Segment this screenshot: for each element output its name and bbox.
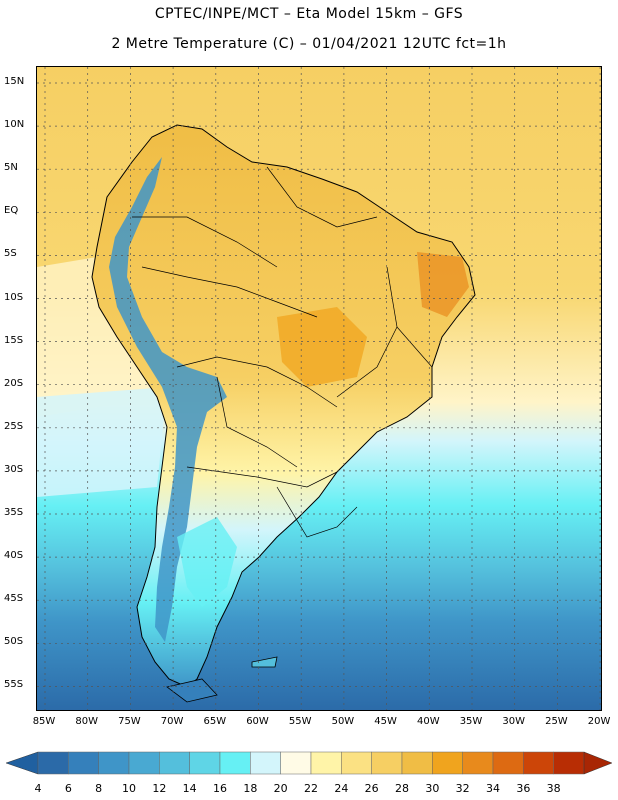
legend-high-arrow	[583, 751, 613, 775]
longitude-label: 25W	[545, 716, 568, 727]
legend-value-label: 36	[516, 782, 531, 795]
longitude-label: 55W	[288, 716, 312, 727]
legend-value-label: 12	[152, 782, 167, 795]
legend-swatch	[553, 751, 585, 775]
legend-swatch	[189, 751, 221, 775]
legend-value-label: 24	[334, 782, 349, 795]
latitude-label: 5N	[4, 162, 18, 174]
graticule	[37, 67, 601, 710]
latitude-label: 45S	[4, 593, 24, 605]
legend-value-label: 34	[486, 782, 500, 795]
longitude-label: 80W	[75, 716, 98, 727]
longitude-label: 40W	[416, 716, 440, 727]
longitude-label: 85W	[32, 716, 56, 727]
legend-value-label: 28	[395, 782, 409, 795]
andes-cold-band	[109, 157, 227, 642]
legend-swatch	[492, 751, 524, 775]
latitude-label: 15S	[4, 334, 24, 346]
legend-value-label: 22	[304, 782, 318, 795]
legend-swatch	[98, 751, 130, 775]
legend-value-label: 18	[243, 782, 258, 795]
legend-swatch	[401, 751, 433, 775]
legend-swatch	[341, 751, 372, 775]
latitude-label: 50S	[4, 636, 24, 648]
latitude-label: 55S	[4, 679, 24, 691]
warm-interior	[277, 307, 367, 387]
latitude-label: 35S	[4, 507, 24, 518]
legend-value-label: 26	[364, 782, 379, 795]
legend-value-label: 38	[546, 782, 561, 795]
legend-swatch	[159, 751, 190, 775]
legend-swatch	[310, 751, 342, 775]
legend-swatch	[128, 751, 160, 775]
legend-swatch	[219, 751, 251, 775]
latitude-label: 15N	[4, 76, 25, 87]
legend-value-label: 14	[182, 782, 197, 795]
longitude-label: 20W	[587, 716, 611, 727]
legend-value-label: 20	[273, 782, 288, 795]
longitude-label: 60W	[246, 716, 269, 727]
longitude-label: 35W	[459, 716, 483, 727]
latitude-label: 25S	[4, 420, 24, 432]
legend-swatch	[371, 751, 403, 775]
legend-swatch	[68, 751, 99, 775]
latitude-label: EQ	[4, 205, 19, 217]
latitude-label: 5S	[4, 248, 17, 260]
latitude-label: 20S	[4, 377, 24, 389]
longitude-label: 30W	[502, 716, 525, 727]
legend-value-label: 16	[213, 782, 227, 795]
map-canvas	[37, 67, 601, 710]
color-legend	[5, 751, 613, 775]
temperature-map	[36, 66, 602, 711]
map-title: CPTEC/INPE/MCT – Eta Model 15km – GFS	[154, 6, 464, 22]
legend-value-label: 30	[425, 782, 440, 795]
legend-swatch	[523, 751, 554, 775]
legend-value-label: 4	[34, 782, 42, 795]
latitude-label: 10N	[4, 119, 25, 131]
legend-value-label: 32	[455, 782, 470, 795]
legend-swatch	[462, 751, 494, 775]
longitude-label: 75W	[118, 716, 141, 727]
legend-swatch	[37, 751, 69, 775]
legend-swatch	[250, 751, 281, 775]
longitude-label: 70W	[160, 716, 184, 727]
longitude-label: 45W	[374, 716, 397, 727]
map-subtitle: 2 Metre Temperature (C) – 01/04/2021 12U…	[111, 36, 507, 52]
latitude-label: 10S	[4, 291, 24, 303]
latitude-label: 40S	[4, 550, 24, 562]
legend-swatch	[432, 751, 463, 775]
longitude-label: 50W	[331, 716, 355, 727]
legend-value-label: 8	[95, 782, 103, 795]
longitude-label: 65W	[203, 716, 227, 727]
legend-value-label: 10	[122, 782, 136, 795]
legend-swatch	[280, 751, 312, 775]
latitude-label: 30S	[4, 463, 24, 475]
legend-value-label: 6	[64, 782, 72, 795]
legend-low-arrow	[5, 751, 39, 775]
country-borders	[132, 166, 433, 538]
